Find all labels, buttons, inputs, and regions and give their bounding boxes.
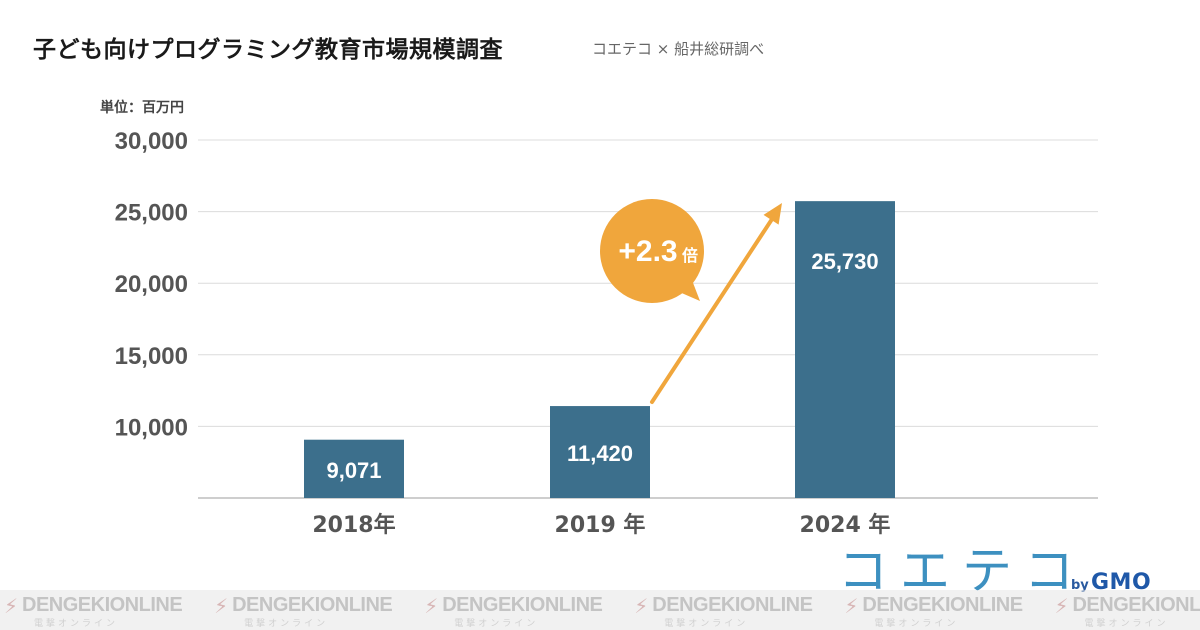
chart-title: 子ども向けプログラミング教育市場規模調査 — [33, 37, 503, 63]
watermark-item: ⚡DENGEKIONLINE 電撃オンライン — [210, 590, 415, 630]
bar — [795, 201, 895, 498]
koeteco-logo: コエテコ — [838, 542, 1086, 600]
y-tick-label: 10,000 — [115, 414, 188, 441]
watermark-subtext: 電撃オンライン — [664, 619, 749, 629]
y-tick-label: 25,000 — [115, 200, 188, 227]
watermark-text: DENGEKIONLINE — [1072, 594, 1200, 616]
watermark-subtext: 電撃オンライン — [454, 619, 539, 629]
bar-value-label: 25,730 — [811, 249, 878, 274]
watermark-subtext: 電撃オンライン — [244, 619, 329, 629]
bar-value-label: 9,071 — [326, 458, 381, 483]
growth-arrow-line — [650, 211, 778, 404]
x-tick-label: 2024 年 — [800, 512, 891, 538]
y-tick-label: 20,000 — [115, 271, 188, 298]
watermark-text: DENGEKIONLINE — [22, 594, 183, 616]
y-tick-label: 30,000 — [115, 128, 188, 155]
watermark-subtext: 電撃オンライン — [34, 619, 119, 629]
y-tick-label: 15,000 — [115, 343, 188, 370]
watermark-text: DENGEKIONLINE — [232, 594, 393, 616]
bar — [550, 406, 650, 498]
growth-arrow-head — [763, 203, 782, 225]
lightning-bolt-icon: ⚡ — [214, 594, 229, 618]
lightning-bolt-icon: ⚡ — [424, 594, 439, 618]
watermark-text: DENGEKIONLINE — [442, 594, 603, 616]
bar-value-label: 11,420 — [567, 441, 633, 466]
watermark-text: DENGEKIONLINE — [862, 594, 1023, 616]
lightning-bolt-icon: ⚡ — [844, 594, 859, 618]
watermark-item: ⚡DENGEKIONLINE 電撃オンライン — [840, 590, 1045, 630]
bar — [304, 439, 404, 498]
lightning-bolt-icon: ⚡ — [1054, 594, 1069, 618]
watermark-item: ⚡DENGEKIONLINE 電撃オンライン — [630, 590, 835, 630]
lightning-bolt-icon: ⚡ — [634, 594, 649, 618]
watermark-strip: ⚡ DENGEKIONLINE 電撃オンライン ⚡ DENGEKIONLINE 電撃オン… — [0, 590, 1200, 630]
watermark-subtext: 電撃オンライン — [1084, 619, 1169, 629]
watermark-text: DENGEKIONLINE — [652, 594, 813, 616]
unit-label: 単位：百万円 — [100, 99, 184, 116]
watermark-item: ⚡DENGEKIONLINE 電撃オンライン — [420, 590, 625, 630]
watermark-item: ⚡DENGEKIONLINE 電撃オンライン — [0, 590, 205, 630]
bar-chart: 単位：百万円 30,000 25,000 20,000 15,000 10,000 9,07… — [100, 99, 1098, 538]
growth-bubble — [600, 199, 704, 303]
lightning-bolt-icon: ⚡ — [4, 594, 19, 618]
watermark-subtext: 電撃オンライン — [874, 619, 959, 629]
chart-source: コエテコ × 船井総研調べ — [592, 40, 765, 58]
watermark-item: ⚡DENGEKIONLINE 電撃オンライン — [1050, 590, 1200, 630]
growth-multiplier-label: +2.3 — [618, 235, 677, 268]
brand-by-label: by — [1071, 578, 1089, 593]
growth-multiplier-unit: 倍 — [682, 246, 698, 265]
x-tick-label: 2019 年 — [555, 512, 646, 538]
x-tick-label: 2018年 — [312, 512, 395, 538]
